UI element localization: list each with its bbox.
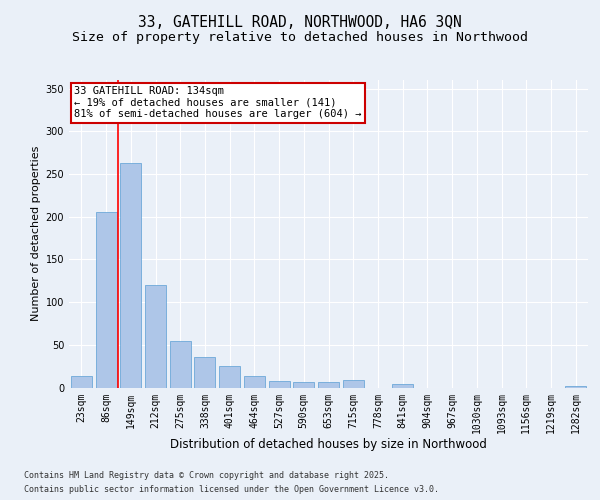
Bar bbox=[269, 380, 290, 388]
Bar bbox=[120, 163, 141, 388]
Text: 33, GATEHILL ROAD, NORTHWOOD, HA6 3QN: 33, GATEHILL ROAD, NORTHWOOD, HA6 3QN bbox=[138, 15, 462, 30]
Bar bbox=[392, 384, 413, 388]
Text: Contains public sector information licensed under the Open Government Licence v3: Contains public sector information licen… bbox=[24, 484, 439, 494]
Bar bbox=[71, 376, 92, 388]
Bar bbox=[318, 382, 339, 388]
Bar bbox=[244, 376, 265, 388]
Y-axis label: Number of detached properties: Number of detached properties bbox=[31, 146, 41, 322]
Bar bbox=[343, 380, 364, 388]
Bar bbox=[194, 357, 215, 388]
Text: Size of property relative to detached houses in Northwood: Size of property relative to detached ho… bbox=[72, 31, 528, 44]
Bar bbox=[95, 212, 116, 388]
Text: 33 GATEHILL ROAD: 134sqm
← 19% of detached houses are smaller (141)
81% of semi-: 33 GATEHILL ROAD: 134sqm ← 19% of detach… bbox=[74, 86, 362, 120]
Bar bbox=[170, 342, 191, 388]
Bar bbox=[565, 386, 586, 388]
Bar bbox=[293, 382, 314, 388]
Bar bbox=[219, 366, 240, 388]
Bar bbox=[145, 285, 166, 388]
X-axis label: Distribution of detached houses by size in Northwood: Distribution of detached houses by size … bbox=[170, 438, 487, 450]
Text: Contains HM Land Registry data © Crown copyright and database right 2025.: Contains HM Land Registry data © Crown c… bbox=[24, 472, 389, 480]
